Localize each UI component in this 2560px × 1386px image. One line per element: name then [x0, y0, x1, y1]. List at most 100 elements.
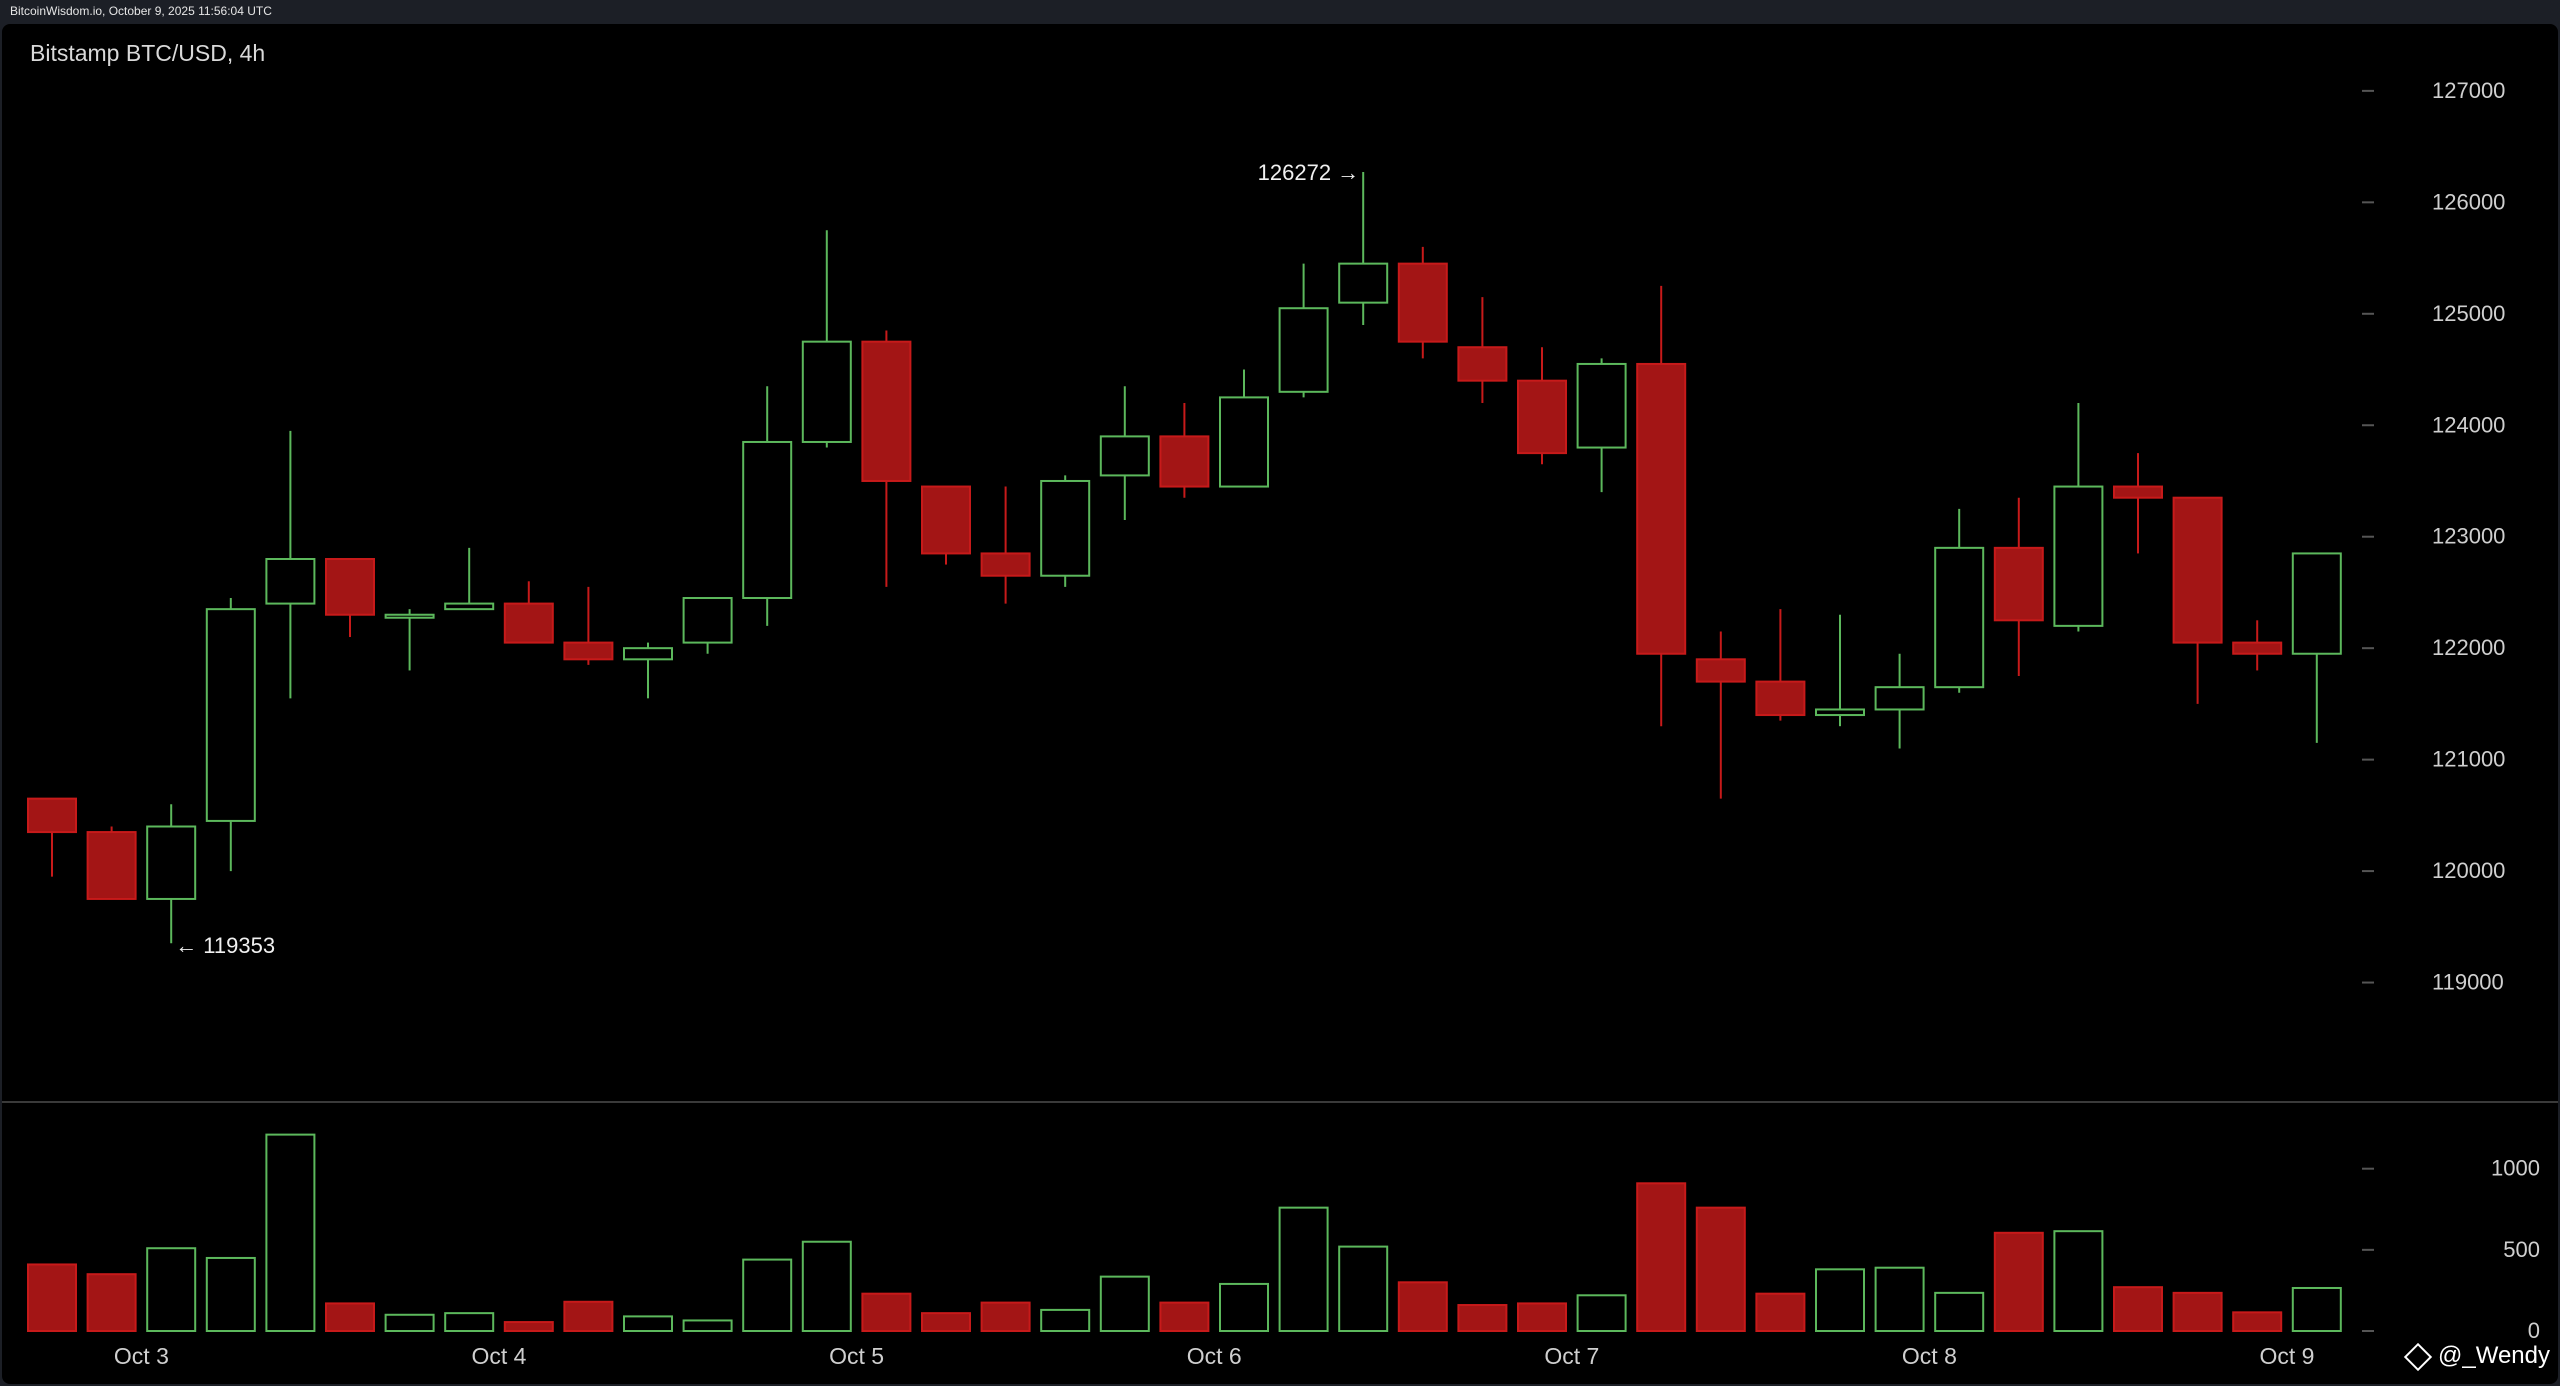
price-axis-label: 120000 — [2432, 858, 2505, 883]
volume-bar — [2291, 1286, 2342, 1332]
price-axis-label: 127000 — [2432, 78, 2505, 103]
volume-bar — [1159, 1301, 1210, 1333]
volume-bar — [1517, 1302, 1567, 1333]
candle-body — [921, 485, 971, 555]
low-price-annotation: ← 119353 — [175, 933, 275, 958]
candle-body — [205, 608, 256, 822]
candle-body — [1576, 362, 1627, 449]
volume-bar — [384, 1313, 435, 1333]
candle-body — [801, 340, 852, 443]
volume-axis-label: 500 — [2503, 1237, 2540, 1262]
candle-body — [2113, 485, 2163, 499]
candle-body — [1099, 435, 1150, 477]
x-axis-label: Oct 7 — [1544, 1343, 1599, 1369]
x-axis-label: Oct 4 — [472, 1343, 527, 1369]
source-timestamp: BitcoinWisdom.io, October 9, 2025 11:56:… — [10, 4, 272, 18]
candle-body — [444, 602, 495, 611]
volume-axis-label: 1000 — [2491, 1156, 2540, 1181]
candle-body — [980, 552, 1031, 577]
price-axis-label: 125000 — [2432, 301, 2505, 326]
candle-body — [1338, 262, 1389, 304]
price-axis-label: 126000 — [2432, 189, 2505, 214]
candle-body — [503, 602, 554, 644]
volume-bar — [1755, 1292, 1806, 1332]
volume-bar — [444, 1312, 495, 1332]
candle-body — [742, 440, 793, 600]
volume-bar — [325, 1302, 375, 1333]
volume-bar — [27, 1263, 77, 1333]
volume-bar — [1338, 1245, 1389, 1332]
volume-axis-label: 0 — [2528, 1318, 2540, 1343]
candle-body — [1278, 307, 1329, 393]
candle-body — [2172, 496, 2223, 644]
volume-bar — [1993, 1231, 2044, 1332]
candle-body — [1219, 396, 1269, 488]
volume-bar — [742, 1258, 793, 1332]
volume-bar — [1636, 1182, 1687, 1333]
volume-bar — [1576, 1294, 1627, 1333]
volume-bar — [2053, 1230, 2104, 1333]
volume-bar — [1695, 1206, 1746, 1332]
watermark: @_Wendy — [2403, 1342, 2550, 1371]
candle-body — [1934, 546, 1985, 689]
x-axis-label: Oct 9 — [2260, 1343, 2315, 1369]
volume-bar — [1815, 1268, 1865, 1333]
volume-bar — [503, 1321, 554, 1333]
candle-body — [1397, 262, 1448, 343]
candle-body — [1636, 362, 1687, 655]
volume-bar — [265, 1133, 316, 1332]
candle-body — [1755, 680, 1806, 717]
volume-bar — [2172, 1291, 2223, 1332]
volume-bar — [1874, 1266, 1925, 1332]
volume-bar — [1278, 1206, 1329, 1332]
volume-bar — [86, 1273, 137, 1332]
volume-bar — [1397, 1281, 1448, 1333]
candlestick-chart: 119000 120000 121000 122000 123000 124000 1250… — [2, 78, 2558, 1369]
volume-bar — [1219, 1282, 1269, 1333]
candle-body — [2291, 552, 2342, 655]
high-price-annotation: 126272 → — [1258, 160, 1360, 185]
candle-body — [682, 597, 733, 644]
candle-body — [563, 641, 614, 661]
candle-body — [27, 797, 77, 834]
candle-body — [384, 613, 435, 619]
volume-bar — [921, 1312, 971, 1332]
chart-title: Bitstamp BTC/USD, 4h — [30, 40, 266, 66]
candle-body — [861, 340, 912, 482]
candle-body — [1159, 435, 1210, 488]
x-axis-label: Oct 6 — [1187, 1343, 1242, 1369]
volume-bar — [980, 1301, 1031, 1333]
candle-body — [86, 831, 137, 900]
volume-bar — [1099, 1275, 1150, 1333]
volume-bar — [861, 1292, 912, 1332]
volume-bar — [623, 1315, 673, 1333]
candle-body — [1457, 346, 1508, 382]
volume-bar — [2232, 1311, 2283, 1332]
candle-body — [1874, 686, 1925, 711]
diamond-logo-icon — [2403, 1342, 2433, 1371]
candle-body — [325, 558, 375, 616]
candle-body — [1517, 379, 1567, 455]
volume-bar — [801, 1240, 852, 1332]
x-axis-label: Oct 5 — [829, 1343, 884, 1369]
candle-body — [1695, 658, 1746, 683]
price-axis-label: 121000 — [2432, 747, 2505, 772]
price-axis-label: 124000 — [2432, 412, 2505, 437]
volume-bar — [1934, 1291, 1985, 1332]
chart-panel: 119000 120000 121000 122000 123000 124000 1250… — [2, 24, 2558, 1384]
candle-body — [1815, 708, 1865, 717]
price-axis-label: 122000 — [2432, 635, 2505, 660]
volume-bar — [2113, 1286, 2163, 1332]
candle-body — [1040, 479, 1091, 577]
price-axis-label: 119000 — [2432, 970, 2504, 995]
candle-body — [265, 558, 316, 605]
volume-bar — [205, 1256, 256, 1333]
watermark-text: @_Wendy — [2438, 1342, 2550, 1369]
candle-body — [146, 825, 197, 900]
candle-body — [1993, 546, 2044, 622]
price-axis-label: 123000 — [2432, 524, 2505, 549]
volume-bar — [1040, 1308, 1091, 1333]
volume-bar — [682, 1319, 733, 1332]
volume-bar — [146, 1247, 197, 1332]
x-axis-label: Oct 3 — [114, 1343, 169, 1369]
